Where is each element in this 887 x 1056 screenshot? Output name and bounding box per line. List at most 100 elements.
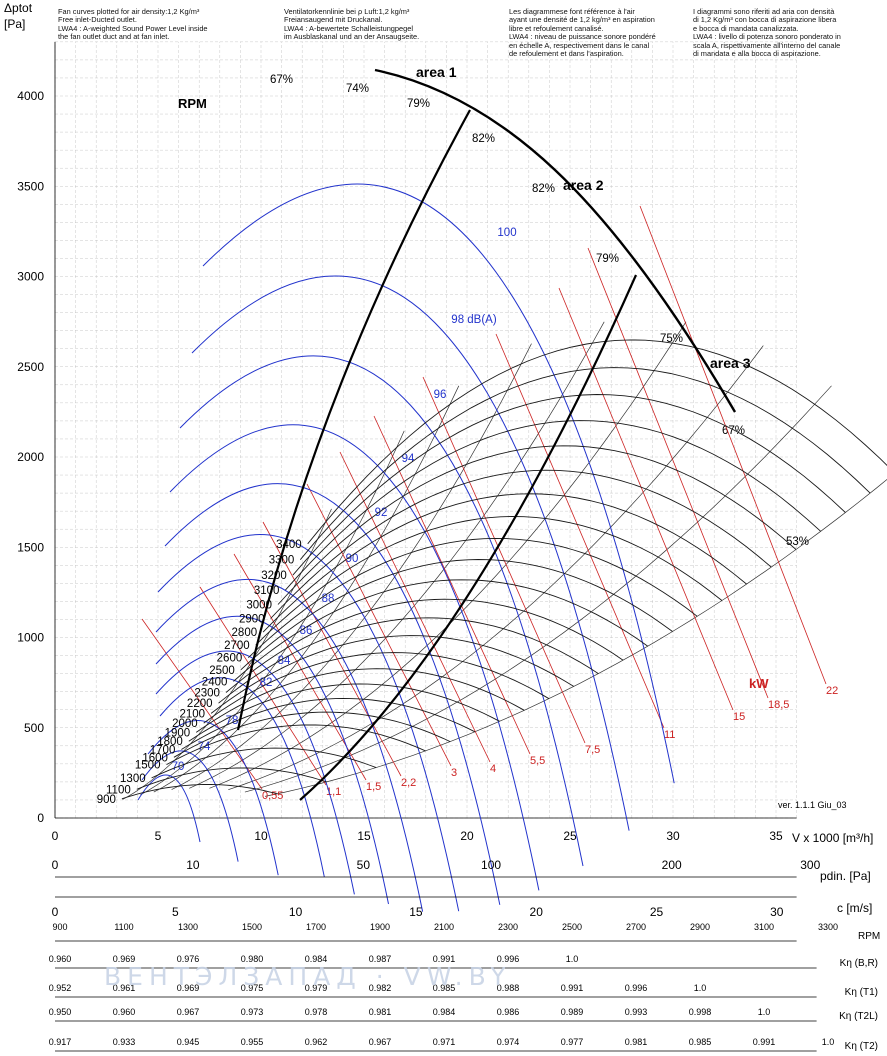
sound-curve [164,483,501,905]
sound-label: 84 [278,655,291,667]
rpm-label: 1900 [165,727,191,739]
power-line [495,333,665,729]
y-tick-label: 3500 [17,179,44,193]
rpm-label: 2000 [172,718,198,730]
power-line [339,451,491,763]
rpm-curve [166,724,426,765]
rpm-curve [181,698,476,750]
sound-curve [202,183,675,784]
efficiency-label: 67% [270,74,293,86]
sound-curve [155,615,389,905]
power-label: 11 [664,729,675,741]
power-label: 4 [490,763,496,775]
sound-curve [191,275,630,831]
sound-label: 86 [300,625,313,637]
rpm-scale-tick-label: 1500 [242,922,262,932]
pdin-tick-label: 200 [662,858,682,872]
efficiency-label: 79% [407,98,430,110]
k-value-label: 0.979 [305,983,328,993]
efficiency-label: 74% [346,83,369,95]
y-axis-unit: [Pa] [4,17,25,31]
rpm-scale-tick-label: 3100 [754,922,774,932]
sound-label: 92 [375,507,388,519]
k-value-label: 0.984 [305,954,328,964]
pdin-label: pdin. [Pa] [820,869,871,883]
rpm-label: 2600 [217,653,243,665]
rpm-label: 1500 [135,760,161,772]
rpm-scale-tick-label: 2300 [498,922,518,932]
k-value-label: 0.986 [497,1007,520,1017]
rpm-label: 3100 [254,585,280,597]
k-value-label: 0.971 [433,1037,456,1047]
k-value-label: 0.976 [177,954,200,964]
k-value-label: 0.945 [177,1037,200,1047]
y-tick-label: 1000 [17,631,44,645]
power-line [141,618,263,790]
rpm-label: 1100 [106,784,131,796]
power-line [422,376,586,744]
x-tick-label: 15 [357,829,371,843]
y-tick-label: 2500 [17,360,44,374]
power-line [639,205,827,685]
k-value-label: 0.981 [625,1037,648,1047]
k-value-label: 0.993 [625,1007,648,1017]
power-label: 0,55 [262,790,283,802]
rpm-curve [285,420,822,591]
pdin-tick-label: 10 [186,858,200,872]
x-tick-label: 0 [52,829,59,843]
k-value-label: 0.996 [625,983,648,993]
rpm-curve [210,635,574,714]
rpm-curve [277,445,797,605]
sound-label: 98 dB(A) [451,314,497,326]
y-axis: 0 500 1000 1500 2000 2500 3000 3500 4000 Δptot [Pa… [4,1,56,825]
area-3-label: area 3 [710,355,751,371]
x-tick-label: 25 [563,829,577,843]
k-value-label: 1.0 [694,983,707,993]
power-line [587,247,769,699]
rpm-curve [240,559,673,671]
efficiency-line [264,479,887,797]
rpm-scale-tick-label: 1300 [178,922,198,932]
power-unit-label: kW [749,676,769,691]
efficiency-label: 82% [532,183,555,195]
velocity-tick-label: 20 [530,905,544,919]
rpm-curve [136,767,327,790]
y-tick-label: 500 [24,721,44,735]
sound-label: 100 [497,227,516,239]
rpm-scale-tick-label: 2700 [626,922,646,932]
rpm-label: 900 [97,794,116,806]
rpm-curve [262,493,747,633]
area-boundaries: area 1 area 2 area 3 ver. 1.1.1 Giu_03 [236,64,847,810]
velocity-tick-label: 10 [289,905,303,919]
rpm-label: 2800 [232,627,258,639]
y-tick-label: 2000 [17,450,44,464]
k-value-label: 0.988 [497,983,520,993]
rpm-label: 2100 [180,708,206,720]
rpm-scale-tick-label: 1100 [114,922,133,932]
k-value-label: 0.998 [689,1007,712,1017]
k-value-label: 1.0 [758,1007,771,1017]
x-axis-label: V x 1000 [m³/h] [792,831,873,845]
area-outer-boundary [374,68,737,413]
x-tick-label: 30 [666,829,680,843]
y-tick-label: 0 [37,811,44,825]
k-value-label: 0.989 [561,1007,584,1017]
x-tick-label: 10 [254,829,268,843]
k-value-label: 0.950 [49,1007,72,1017]
efficiency-lines: 67%74%79%82%82%79%75%67%53% [122,74,887,800]
pdin-tick-label: 100 [481,858,501,872]
k-value-label: 1.0 [566,954,579,964]
rpm-label: 3200 [261,570,287,582]
pdin-tick-label: 300 [800,858,820,872]
k-value-label: 0.982 [369,983,392,993]
k-value-label: 0.996 [497,954,520,964]
x-axis: 0 5 10 15 20 25 30 35 V x 1000 [m³/h] [52,817,873,845]
velocity-tick-label: 25 [650,905,664,919]
rpm-curve [195,668,525,733]
rpm-scale-tick-label: 2900 [690,922,710,932]
k-value-label: 0.991 [433,954,456,964]
note-en: Fan curves plotted for air density:1,2 K… [58,7,208,42]
rpm-scale-tick-label: 900 [52,922,67,932]
